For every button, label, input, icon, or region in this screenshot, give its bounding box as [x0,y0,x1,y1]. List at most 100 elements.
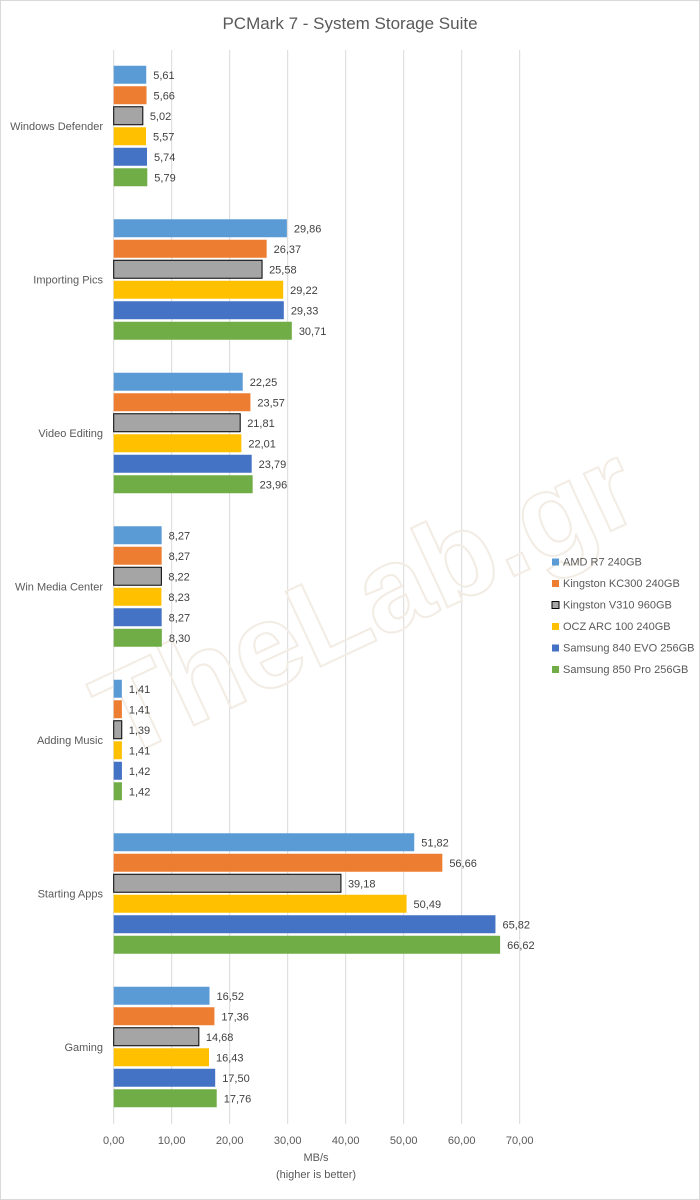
bar [113,700,122,719]
bar [113,475,253,494]
bar [113,679,122,698]
data-label: 17,50 [222,1073,250,1085]
data-label: 17,36 [221,1011,249,1023]
legend-swatch [551,601,560,609]
x-tick-label: 70,00 [506,1135,534,1147]
data-label: 8,27 [169,551,190,563]
bar [113,219,287,238]
x-axis-label: MB/s [303,1152,329,1164]
category-label: Video Editing [38,428,103,440]
legend-label: Samsung 850 Pro 256GB [563,664,688,676]
legend: AMD R7 240GB Kingston KC300 240GB Kingston… [551,557,694,676]
data-label: 51,82 [421,837,449,849]
category-label: Win Media Center [15,582,103,594]
category-labels: Windows Defender Importing Pics Video Edit… [10,121,103,1054]
category-label: Windows Defender [10,121,103,133]
category-label: Gaming [64,1042,103,1054]
legend-label: OCZ ARC 100 240GB [563,621,671,633]
data-label: 23,79 [259,459,287,471]
bar [113,372,243,391]
data-label: 23,96 [260,479,288,491]
bar [113,873,342,893]
bar [113,587,162,606]
category-label: Importing Pics [33,275,103,287]
bar [113,986,210,1005]
data-label: 5,57 [153,131,174,143]
category-label: Adding Music [37,735,104,747]
x-tick-label: 40,00 [332,1135,360,1147]
data-label: 1,42 [129,766,150,778]
bar [113,239,267,258]
data-label: 8,30 [169,633,190,645]
data-label: 22,01 [248,438,276,450]
data-label: 29,86 [294,223,322,235]
bar [113,1048,209,1067]
bar [113,280,284,299]
bar [113,434,242,453]
bar [113,65,147,84]
legend-label: Samsung 840 EVO 256GB [563,643,694,655]
legend-swatch [552,623,559,630]
bars: 5,61 5,66 5,02 5,57 5,74 5,79 29,86 26,37 25,58 2… [113,65,535,1108]
legend-label: Kingston KC300 240GB [563,578,680,590]
bar [113,720,123,740]
bar [113,1089,217,1108]
bar [113,86,147,105]
bar [113,259,263,279]
category-label: Starting Apps [38,889,104,901]
bar [113,321,292,340]
bar [113,566,162,586]
data-label: 39,18 [348,878,376,890]
legend-swatch [552,580,559,587]
data-label: 17,76 [224,1093,252,1105]
data-label: 8,23 [168,592,189,604]
bar [113,546,162,565]
x-tick-label: 30,00 [274,1135,302,1147]
data-label: 30,71 [299,326,327,338]
legend-swatch [552,644,559,652]
bar [113,1027,200,1047]
bar [113,393,251,412]
data-label: 25,58 [269,264,297,276]
bar [113,853,443,872]
bar [113,833,415,852]
legend-label: Kingston V310 960GB [563,600,672,612]
bar [113,761,122,780]
data-label: 66,62 [507,940,535,952]
legend-label: AMD R7 240GB [563,557,642,569]
bar [113,147,147,166]
data-label: 1,41 [129,704,150,716]
data-label: 21,81 [247,418,275,430]
data-label: 5,02 [150,111,171,123]
data-label: 16,43 [216,1052,244,1064]
data-label: 5,74 [154,152,175,164]
data-label: 50,49 [414,899,442,911]
x-tick-labels: 0,00 10,00 20,00 30,00 40,00 50,00 60,00 70,00 [103,1135,533,1147]
chart-title: PCMark 7 - System Storage Suite [222,14,477,33]
bar [113,741,122,760]
data-label: 29,22 [290,285,318,297]
data-label: 1,39 [129,725,150,737]
data-label: 5,66 [154,90,175,102]
data-label: 22,25 [250,377,278,389]
x-tick-label: 50,00 [390,1135,418,1147]
data-label: 1,42 [129,786,150,798]
bar [113,127,147,146]
bar [113,915,496,934]
x-tick-label: 10,00 [158,1135,186,1147]
data-label: 8,27 [169,612,190,624]
data-label: 16,52 [217,991,245,1003]
data-label: 5,61 [153,70,174,82]
x-tick-label: 20,00 [216,1135,244,1147]
data-label: 65,82 [502,919,530,931]
bar [113,413,241,433]
bar [113,1007,215,1026]
bar [113,608,162,627]
bar [113,935,501,954]
bar [113,628,162,647]
data-label: 26,37 [274,244,302,256]
bar [113,894,407,913]
legend-swatch [552,558,559,566]
bar [113,301,284,320]
